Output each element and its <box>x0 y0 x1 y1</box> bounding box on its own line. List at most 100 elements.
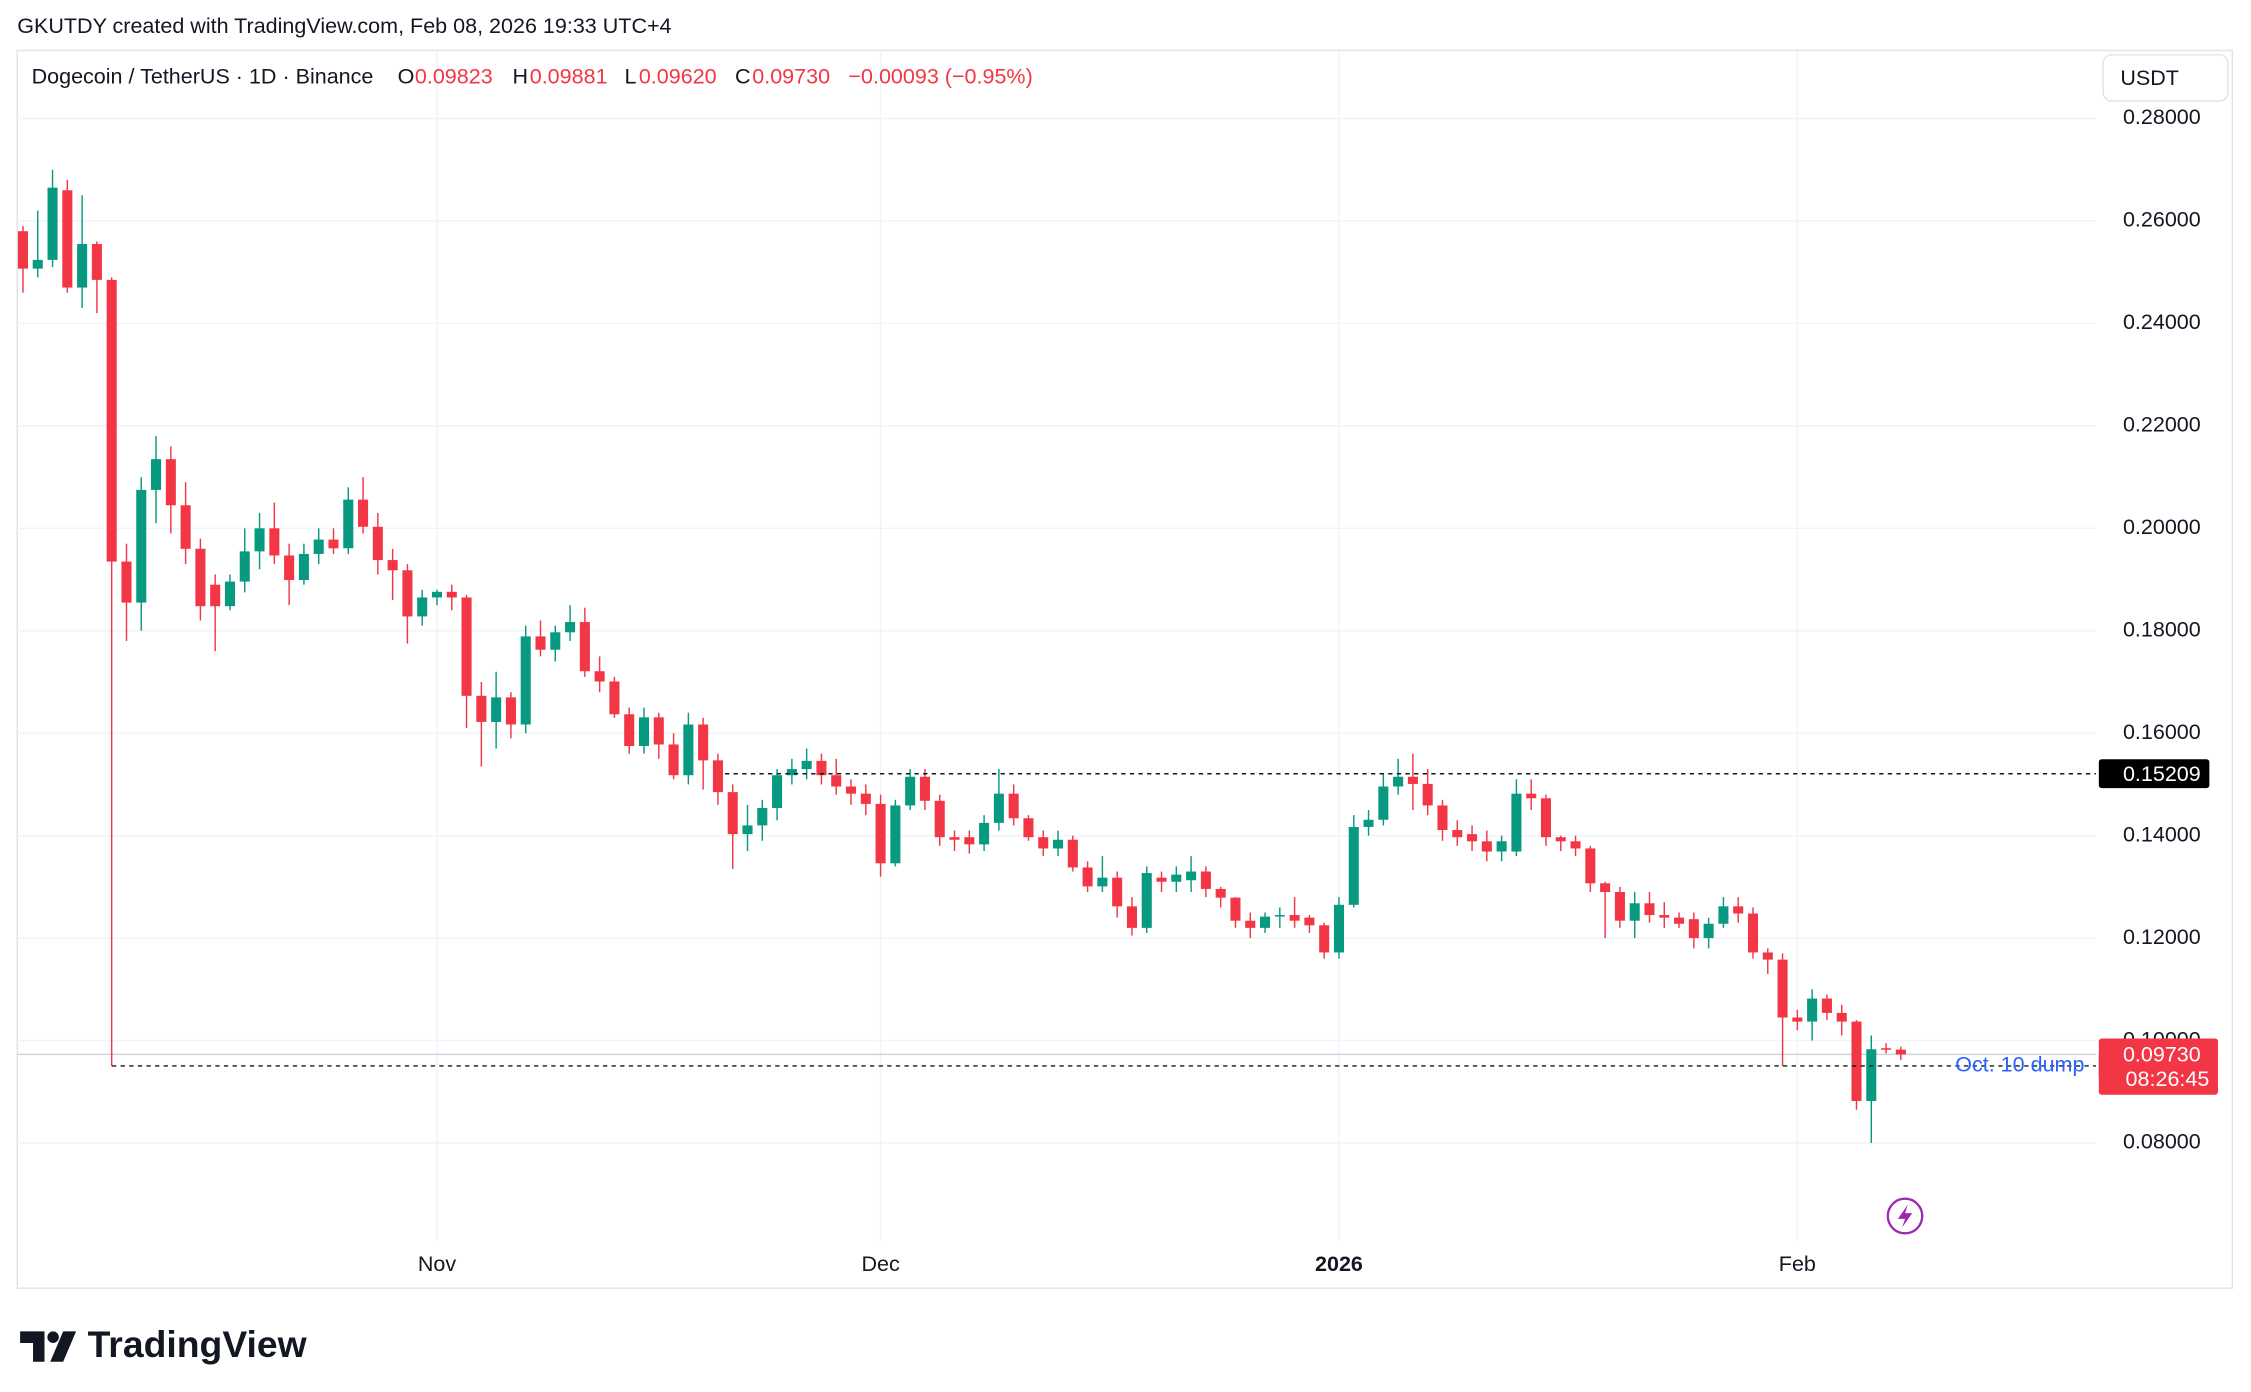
price-line-tag-label: 0.15209 <box>2123 761 2201 786</box>
candle-body <box>1422 783 1433 806</box>
x-tick-label: Dec <box>861 1251 899 1276</box>
candle-body <box>1156 877 1167 882</box>
candle-body <box>1378 786 1389 820</box>
candle-body <box>890 805 901 864</box>
candle-body <box>1747 913 1759 953</box>
candle-body <box>520 636 531 725</box>
candle-body <box>1171 874 1182 882</box>
plot <box>17 169 1906 1144</box>
candle-body <box>298 553 309 581</box>
candle-body <box>476 695 487 722</box>
logo-text: TradingView <box>88 1323 308 1365</box>
candle-body <box>1555 837 1566 842</box>
candle-body <box>905 776 916 806</box>
candle-body <box>1496 841 1507 852</box>
candle-body <box>1038 837 1049 849</box>
candle-body <box>1674 917 1685 924</box>
candle-body <box>1540 798 1552 838</box>
y-tick-label: 0.28000 <box>2123 104 2201 129</box>
candle-body <box>668 744 679 776</box>
candle-body <box>1200 871 1211 889</box>
candle-body <box>757 808 768 826</box>
legend-value: 0.09823 <box>415 64 493 89</box>
legend-label: L <box>624 64 636 89</box>
candle-body <box>313 539 324 554</box>
candle-body <box>1881 1048 1892 1050</box>
candle-body <box>1304 917 1315 926</box>
candle-body <box>224 581 236 607</box>
currency: USDT <box>2120 65 2179 90</box>
price-line-tag <box>2098 759 2210 789</box>
candle-body <box>1614 892 1625 921</box>
candle-body <box>491 697 502 722</box>
candle-body <box>417 597 428 617</box>
candle-body <box>343 499 354 549</box>
candle-body <box>1319 925 1330 953</box>
candle-body <box>786 769 797 776</box>
candle-body <box>653 717 664 745</box>
currency-box[interactable] <box>2102 54 2229 102</box>
legend-label: C <box>735 64 751 89</box>
y-tick-label: 0.22000 <box>2123 412 2201 437</box>
y-tick-label: 0.24000 <box>2123 309 2201 334</box>
candle-body <box>1807 998 1818 1022</box>
candle-body <box>461 597 472 696</box>
candle-body <box>1511 793 1522 852</box>
candle-body <box>446 591 457 598</box>
event-icon-bolt <box>1897 1204 1913 1228</box>
candle-body <box>979 822 990 845</box>
candle-body <box>964 837 975 845</box>
candle-body <box>1260 916 1271 928</box>
logo-mark <box>47 1331 59 1343</box>
candle-body <box>1407 776 1418 784</box>
candle-body <box>106 279 117 562</box>
chart-frame <box>16 49 2234 1289</box>
x-tick-label: Nov <box>418 1251 456 1276</box>
legend-label: O <box>398 64 415 89</box>
legend-value: 0.09730 <box>752 64 830 89</box>
candle-body <box>136 489 147 603</box>
candle-body <box>609 681 620 715</box>
candle-body <box>816 760 827 776</box>
candle-body <box>594 671 605 682</box>
candle-body <box>387 560 398 571</box>
candle-body <box>1363 819 1374 827</box>
candle-body <box>254 528 265 552</box>
candle-body <box>1333 904 1344 953</box>
candle-body <box>1718 906 1729 924</box>
candle-body <box>1245 920 1256 928</box>
candle-body <box>1393 776 1404 787</box>
candle-body <box>565 622 576 633</box>
candle-body <box>949 837 960 840</box>
candle-body <box>1688 919 1699 939</box>
legend-change: −0.00093 (−0.95%) <box>848 64 1032 89</box>
candle-body <box>1629 903 1640 921</box>
logo-mark <box>20 1331 45 1362</box>
candle-body <box>742 825 753 835</box>
candle-body <box>1141 873 1152 928</box>
y-tick-label: 0.08000 <box>2123 1129 2201 1154</box>
candle-body <box>1067 839 1078 868</box>
candle-body <box>1851 1021 1862 1102</box>
candle-body <box>1836 1012 1847 1022</box>
candle-body <box>1053 839 1064 849</box>
candle-body <box>1082 867 1093 887</box>
candle-body <box>195 548 206 607</box>
candle-body <box>993 793 1004 823</box>
candle-body <box>1600 883 1611 893</box>
event-icon[interactable] <box>1886 1197 1924 1235</box>
candle-body <box>1289 915 1300 921</box>
y-tick-label: 0.18000 <box>2123 616 2201 641</box>
y-tick-label: 0.16000 <box>2123 719 2201 744</box>
candle-body <box>1097 877 1108 887</box>
candle-body <box>934 800 945 838</box>
price-line-label: Oct. 10 dump <box>1955 1052 2084 1077</box>
candle-body <box>831 775 842 787</box>
legend-value: 0.09881 <box>530 64 608 89</box>
candle-body <box>683 724 694 776</box>
candle-body <box>698 724 709 761</box>
y-tick-label: 0.20000 <box>2123 514 2201 539</box>
candle-body <box>17 231 28 269</box>
last-price-label: 0.09730 <box>2123 1042 2201 1067</box>
